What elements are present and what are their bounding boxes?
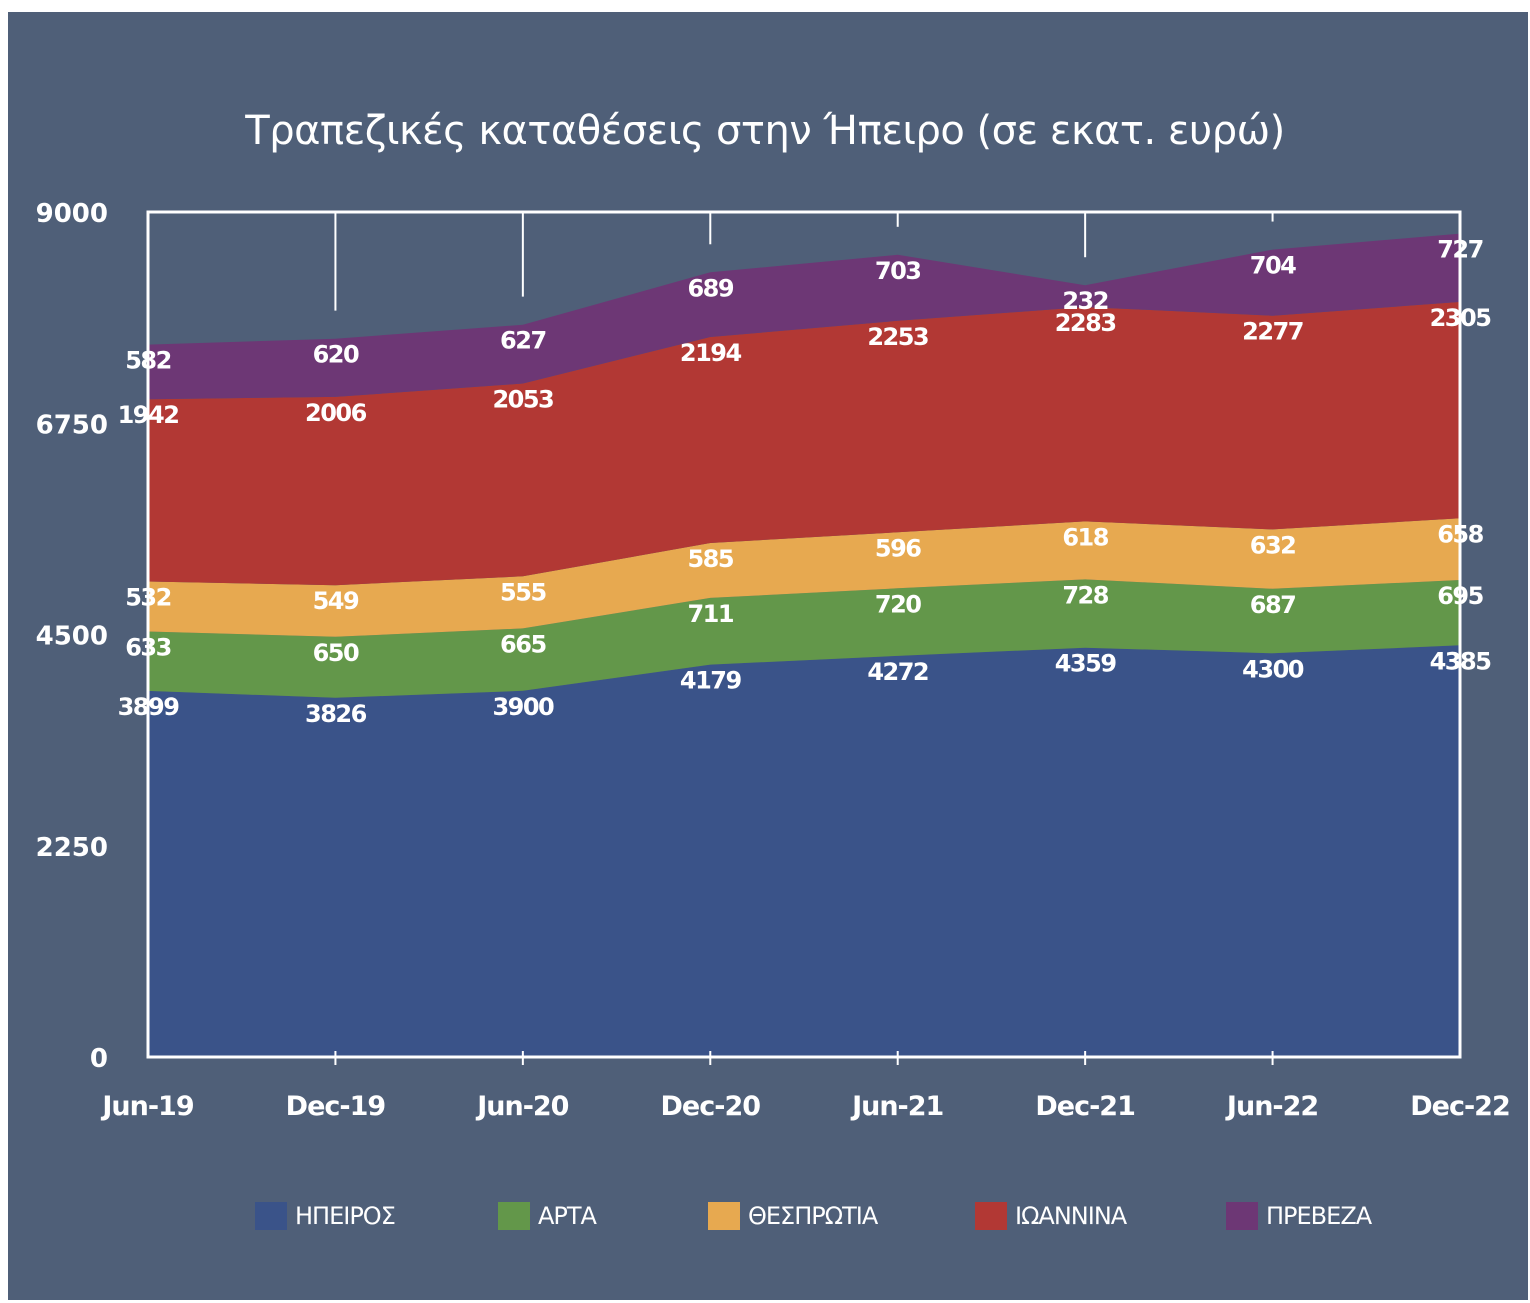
data-labels: 3899 3826 3900 4179 4272 4359 4300 4385 633 650 66… (118, 236, 1493, 728)
x-tick-label: Jun-21 (850, 1091, 943, 1122)
x-tick-label: Dec-20 (661, 1091, 761, 1122)
data-label: 720 (875, 590, 921, 618)
legend-swatch (498, 1202, 530, 1230)
x-tick-label: Dec-19 (286, 1091, 386, 1122)
data-label: 687 (1250, 591, 1296, 619)
legend-item: ΘΕΣΠΡΩΤΙΑ (708, 1196, 878, 1236)
area-θεσπρωτια (148, 518, 1460, 637)
chart-title: Τραπεζικές καταθέσεις στην Ήπειρο (σε εκ… (245, 108, 1285, 154)
legend-label: ΑΡΤΑ (538, 1202, 597, 1230)
data-label: 2253 (867, 323, 928, 351)
legend-item: ΠΡΕΒΕΖΑ (1226, 1196, 1372, 1236)
data-label: 633 (125, 633, 171, 661)
data-label: 620 (313, 341, 359, 369)
data-label: 2277 (1242, 318, 1303, 346)
legend-swatch (708, 1202, 740, 1230)
data-label: 650 (313, 639, 359, 667)
data-label: 532 (125, 584, 171, 612)
x-tick-label: Jun-22 (1225, 1091, 1318, 1122)
legend-swatch (255, 1202, 287, 1230)
x-tick-label: Dec-21 (1035, 1091, 1135, 1122)
data-label: 2053 (492, 386, 553, 414)
legend-swatch (1226, 1202, 1258, 1230)
data-label: 665 (500, 630, 546, 658)
data-label: 2006 (305, 399, 367, 427)
y-tick-label: 9000 (36, 199, 108, 229)
data-label: 4359 (1055, 650, 1117, 678)
area-ιωαννινα (148, 301, 1460, 586)
legend-item: ΗΠΕΙΡΟΣ (255, 1196, 396, 1236)
plot-border (146, 210, 1462, 1059)
data-label: 3900 (492, 693, 554, 721)
data-label: 4272 (867, 658, 928, 686)
x-tick-label: Jun-19 (100, 1091, 193, 1122)
data-label: 1942 (118, 401, 179, 429)
legend-label: ΙΩΑΝΝΙΝΑ (1015, 1202, 1127, 1230)
data-label: 2283 (1055, 309, 1116, 337)
x-tick-label: Jun-20 (475, 1091, 568, 1122)
legend-item: ΑΡΤΑ (498, 1196, 597, 1236)
data-label: 2194 (680, 339, 742, 367)
data-label: 728 (1062, 581, 1108, 609)
data-label: 596 (875, 534, 921, 562)
data-label: 704 (1250, 252, 1296, 280)
plot-frame (146, 210, 1462, 1065)
data-label: 703 (875, 257, 921, 285)
area-πρεβεζα (148, 233, 1460, 400)
legend: ΗΠΕΙΡΟΣ ΑΡΤΑ ΘΕΣΠΡΩΤΙΑ ΙΩΑΝΝΙΝΑ ΠΡΕΒΕΖΑ (0, 1196, 1530, 1236)
data-label: 555 (500, 578, 546, 606)
data-label: 627 (500, 327, 546, 355)
data-label: 632 (1250, 531, 1296, 559)
y-tick-label: 2250 (36, 833, 108, 863)
legend-item: ΙΩΑΝΝΙΝΑ (975, 1196, 1127, 1236)
data-label: 3899 (118, 693, 180, 721)
y-tick-label: 6750 (36, 410, 108, 440)
data-label: 3826 (305, 700, 367, 728)
data-label: 2305 (1430, 304, 1492, 332)
data-label: 689 (687, 274, 733, 302)
legend-label: ΠΡΕΒΕΖΑ (1266, 1202, 1372, 1230)
area-αρτα (148, 579, 1460, 698)
data-label: 582 (125, 347, 171, 375)
x-tick-label: Dec-22 (1410, 1091, 1510, 1122)
data-label: 695 (1437, 582, 1483, 610)
y-tick-label: 4500 (36, 622, 108, 652)
data-label: 4300 (1242, 655, 1304, 683)
data-label: 4385 (1430, 647, 1492, 675)
data-label: 585 (687, 545, 733, 573)
data-label: 4179 (680, 667, 742, 695)
y-tick-label: 0 (90, 1044, 108, 1074)
data-label: 549 (313, 587, 359, 615)
data-label: 618 (1062, 523, 1108, 551)
legend-swatch (975, 1202, 1007, 1230)
legend-label: ΗΠΕΙΡΟΣ (295, 1202, 396, 1230)
legend-label: ΘΕΣΠΡΩΤΙΑ (748, 1202, 878, 1230)
x-axis-ticks: Jun-19 Dec-19 Jun-20 Dec-20 Jun-21 Dec-21 Jun-… (100, 1091, 1510, 1122)
y-axis-ticks: 0 2250 4500 6750 9000 (36, 199, 108, 1074)
data-label: 658 (1437, 520, 1483, 548)
area-layers (148, 233, 1460, 1057)
data-label: 232 (1062, 287, 1108, 315)
area-ηπειρος (148, 645, 1460, 1057)
data-label: 711 (687, 600, 733, 628)
data-label: 727 (1437, 236, 1483, 264)
